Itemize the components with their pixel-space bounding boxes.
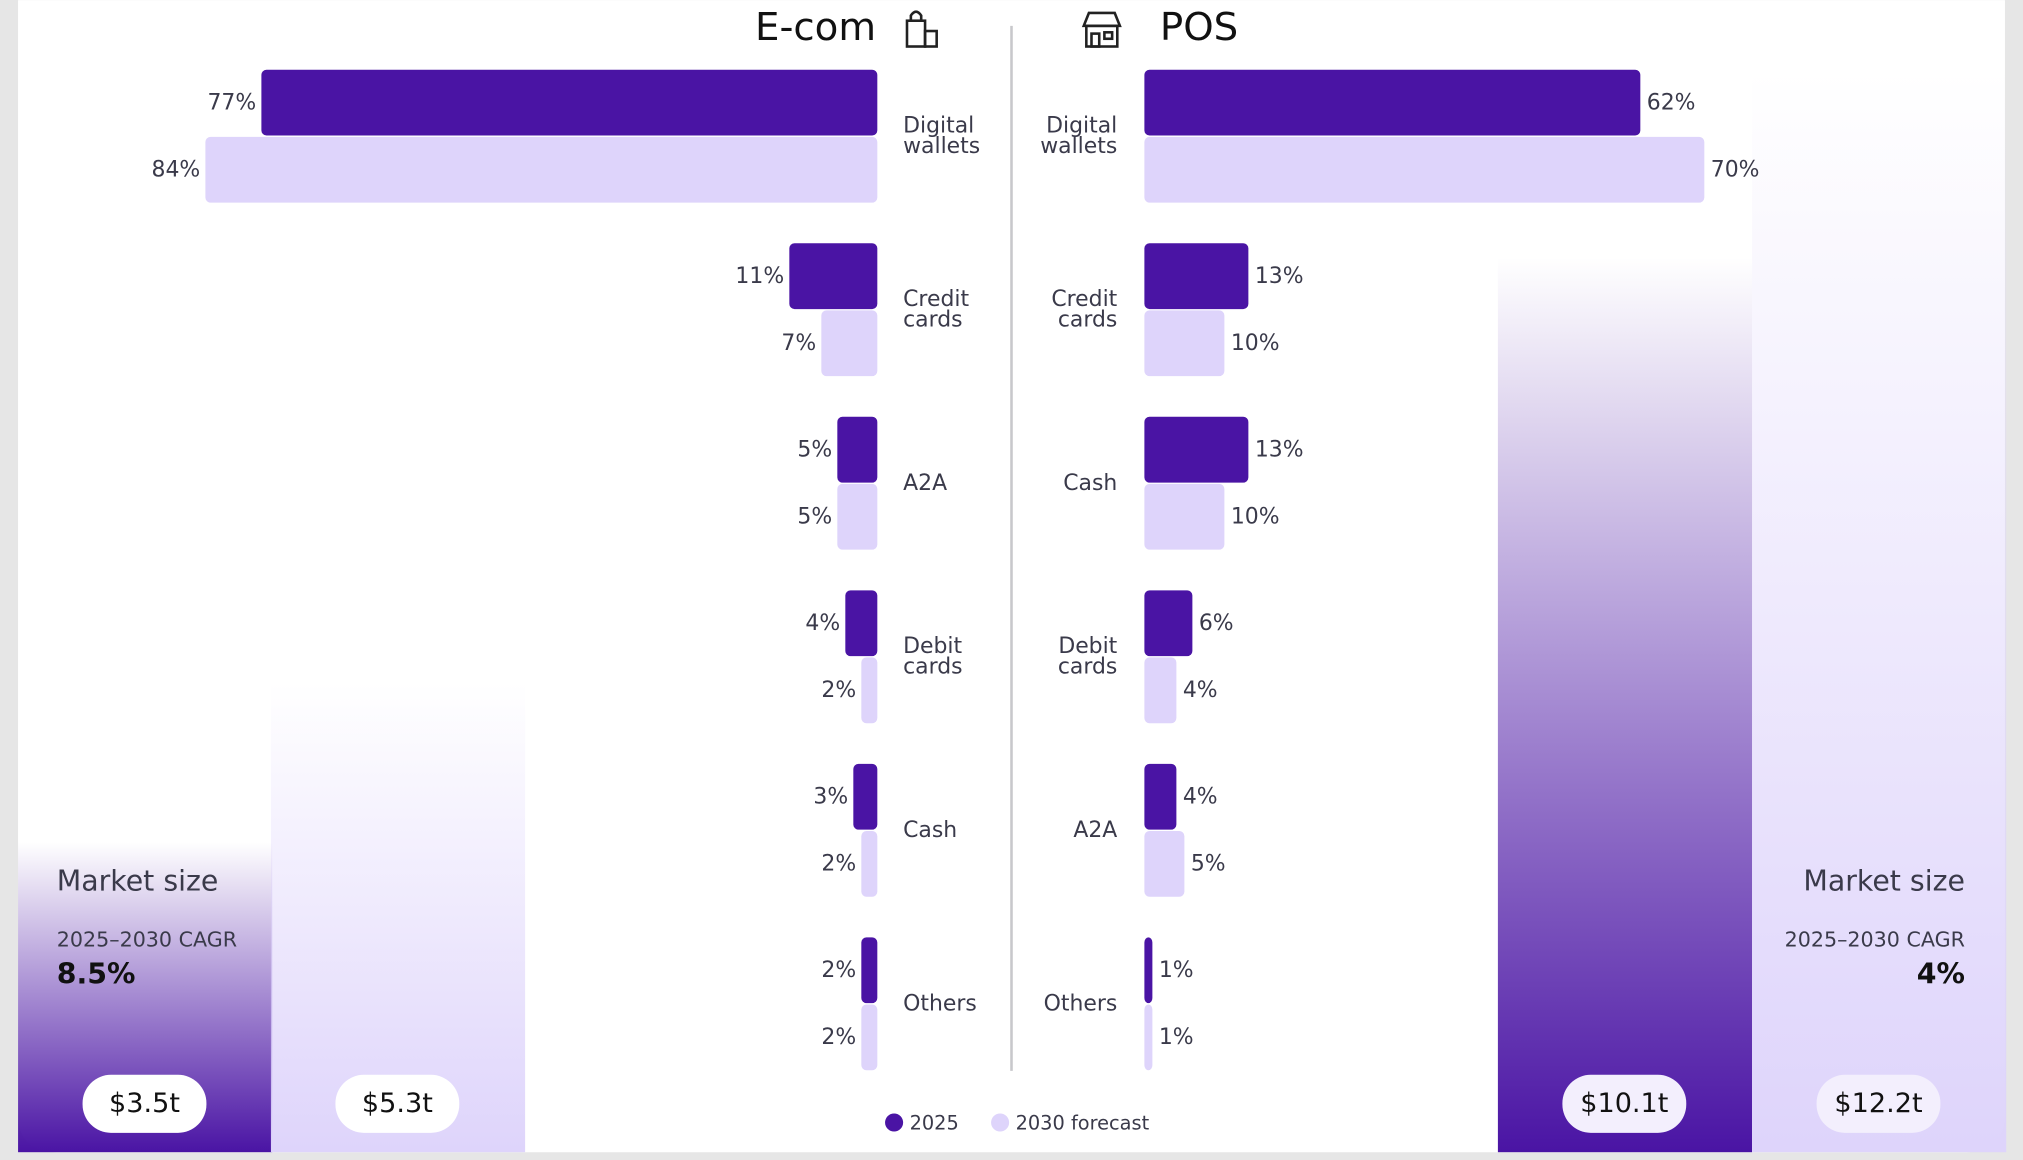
market-pill [82,1074,207,1133]
bar [1144,243,1249,310]
value-label: 5% [797,437,832,462]
value-label: 77% [207,90,256,115]
bar [789,243,878,310]
category-label: Debit cards [1058,634,1118,680]
market-size-label: Market size [1803,865,1965,898]
legend-label: 2030 forecast [1016,1111,1150,1134]
chart-title: E-com [755,5,876,50]
value-label: 4% [805,611,840,636]
value-label: 11% [735,264,784,289]
value-label: 7% [781,331,816,356]
chart-title: POS [1160,5,1238,50]
legend-swatch [885,1113,904,1132]
value-label: 62% [1647,90,1696,115]
market-column [1497,257,1753,1153]
market-value-label: $10.1t [1580,1088,1668,1119]
market-pill [335,1074,460,1133]
value-label: 2% [821,958,856,983]
market-column [1752,70,2007,1153]
bar [861,937,878,1004]
bar [861,830,878,897]
value-label: 13% [1255,264,1304,289]
value-label: 1% [1159,1025,1194,1050]
category-label: Others [1044,991,1118,1016]
category-label: Digital wallets [1040,114,1117,160]
legend-swatch [991,1113,1010,1132]
cagr-value: 8.5% [57,957,136,990]
value-label: 5% [1191,851,1226,876]
value-label: 5% [797,504,832,529]
bar [1144,763,1177,830]
value-label: 3% [813,784,848,809]
bar [1144,136,1705,203]
bar [1144,1004,1153,1071]
category-label: Credit cards [1051,287,1117,333]
bar [845,590,878,657]
value-label: 1% [1159,958,1194,983]
bar [1144,416,1249,483]
bar [853,763,878,830]
cagr-label: 2025–2030 CAGR [57,928,237,952]
bar [861,657,878,724]
value-label: 84% [152,157,201,182]
value-label: 2% [821,678,856,703]
bar [1144,590,1193,657]
bar [1144,937,1153,1004]
category-label: A2A [903,471,947,496]
category-label: Others [903,991,977,1016]
bar [821,310,878,377]
bar [1144,483,1225,550]
value-label: 4% [1183,784,1218,809]
bag-icon [905,10,938,48]
market-size-label: Market size [57,865,219,898]
market-value-label: $3.5t [109,1088,180,1119]
value-label: 70% [1711,157,1760,182]
bar [261,69,878,136]
bar [1144,69,1641,136]
value-label: 6% [1199,611,1234,636]
bar [1144,657,1177,724]
market-pill [1816,1074,1941,1133]
legend-label: 2025 [910,1111,959,1134]
market-column [270,682,526,1153]
cagr-value: 4% [1917,957,1965,990]
bar [837,483,878,550]
category-label: Debit cards [903,634,962,680]
value-label: 13% [1255,437,1304,462]
bar [205,136,878,203]
category-label: Cash [903,818,957,843]
category-label: Credit cards [903,287,969,333]
category-label: Digital wallets [903,114,980,160]
value-label: 10% [1231,504,1280,529]
bar [861,1004,878,1071]
value-label: 2% [821,851,856,876]
market-pill [1562,1074,1687,1133]
market-value-label: $12.2t [1834,1088,1922,1119]
bar [1144,310,1225,377]
store-icon [1081,11,1122,48]
value-label: 2% [821,1025,856,1050]
bar [1144,830,1185,897]
value-label: 4% [1183,678,1218,703]
cagr-label: 2025–2030 CAGR [1785,928,1965,952]
value-label: 10% [1231,331,1280,356]
bar [837,416,878,483]
market-value-label: $5.3t [362,1088,433,1119]
category-label: Cash [1063,471,1117,496]
category-label: A2A [1073,818,1117,843]
